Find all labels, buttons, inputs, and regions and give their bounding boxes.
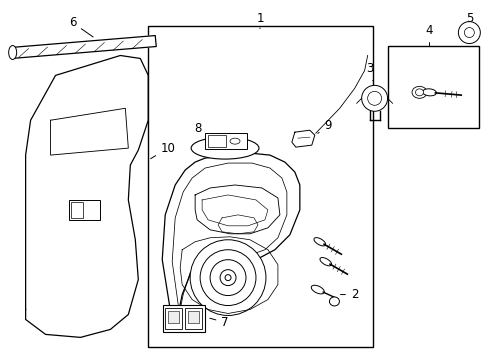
Ellipse shape [191, 137, 259, 159]
Ellipse shape [311, 285, 324, 294]
Text: 6: 6 [69, 16, 93, 37]
Circle shape [190, 240, 265, 315]
Text: 8: 8 [194, 122, 212, 139]
Text: 1: 1 [256, 12, 263, 28]
Bar [165, 307, 182, 329]
Circle shape [361, 85, 387, 111]
Ellipse shape [229, 138, 240, 144]
Circle shape [210, 260, 245, 296]
Circle shape [457, 22, 479, 44]
Ellipse shape [9, 45, 17, 59]
Bar [387, 45, 478, 128]
Ellipse shape [329, 297, 339, 306]
Text: 3: 3 [365, 62, 372, 81]
Polygon shape [291, 130, 314, 147]
Circle shape [224, 275, 230, 280]
Text: 7: 7 [209, 316, 228, 329]
Text: 10: 10 [150, 141, 175, 159]
Bar [148, 26, 372, 347]
Bar [208, 135, 225, 147]
Ellipse shape [422, 89, 436, 96]
Circle shape [464, 28, 473, 37]
Bar [71, 202, 83, 218]
Bar [204, 133, 246, 149]
Text: 5: 5 [465, 12, 472, 25]
Text: 4: 4 [425, 24, 432, 46]
Circle shape [220, 270, 236, 285]
Ellipse shape [313, 238, 325, 246]
Text: 9: 9 [317, 119, 331, 134]
Circle shape [200, 250, 255, 306]
Polygon shape [11, 36, 156, 58]
Text: 2: 2 [340, 288, 358, 301]
Circle shape [367, 91, 381, 105]
Bar [185, 307, 202, 329]
Ellipse shape [319, 257, 331, 266]
Bar [68, 200, 100, 220]
Bar [168, 311, 179, 323]
Ellipse shape [415, 89, 423, 96]
Ellipse shape [411, 86, 426, 98]
Bar [163, 305, 204, 332]
Bar [188, 311, 199, 323]
